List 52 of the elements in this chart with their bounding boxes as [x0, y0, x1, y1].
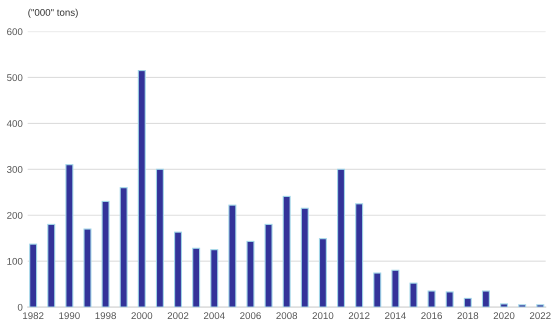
bar	[120, 187, 128, 308]
y-tick-label: 100	[7, 258, 22, 265]
x-tick-label: 2014	[385, 312, 406, 320]
y-tick-label: 0	[18, 304, 22, 311]
bar	[264, 224, 273, 308]
y-tick-label: 300	[6, 166, 22, 173]
x-tick-label: 2004	[204, 312, 225, 320]
bar	[536, 304, 544, 308]
bar	[228, 204, 236, 308]
x-tick-label: 2016	[421, 312, 442, 320]
x-tick-label: 2010	[312, 312, 334, 320]
x-tick-label: 1998	[96, 312, 116, 320]
bar	[246, 240, 254, 308]
bar	[464, 298, 472, 308]
y-tick-label: 400	[6, 120, 22, 128]
bar	[138, 70, 146, 308]
x-tick-label: 2002	[168, 312, 188, 320]
x-tick-label: 2020	[494, 312, 514, 320]
bar	[518, 304, 526, 308]
bar	[482, 290, 490, 308]
bar	[156, 168, 164, 308]
y-axis-title: ("000" tons)	[28, 8, 78, 18]
bar	[83, 228, 92, 308]
y-tick-label: 600	[7, 28, 22, 36]
bar	[29, 244, 38, 308]
x-tick-label: 2000	[131, 312, 152, 320]
x-tick-label: 2022	[530, 312, 551, 320]
x-tick-label: 1982	[23, 312, 44, 320]
bar	[337, 168, 346, 308]
x-tick-label: 1990	[59, 312, 80, 320]
bar	[174, 232, 182, 308]
x-tick-label: 2012	[348, 312, 370, 320]
bar	[373, 272, 382, 308]
x-tick-label: 2018	[457, 312, 478, 320]
bar	[47, 224, 56, 308]
y-tick-label: 500	[7, 74, 22, 82]
bar	[391, 270, 400, 308]
x-tick-label: 2006	[240, 312, 261, 320]
bar	[428, 290, 436, 308]
bar	[282, 196, 291, 308]
bar	[355, 203, 364, 308]
bar	[300, 208, 309, 308]
bar	[500, 303, 508, 308]
bar	[409, 282, 418, 308]
bar	[318, 238, 327, 308]
x-tick-label: 2008	[276, 312, 298, 320]
y-tick-label: 200	[7, 212, 22, 219]
bar	[210, 249, 218, 308]
bar	[65, 164, 74, 308]
bar	[102, 200, 110, 308]
bar	[192, 248, 200, 308]
bar	[446, 291, 454, 308]
